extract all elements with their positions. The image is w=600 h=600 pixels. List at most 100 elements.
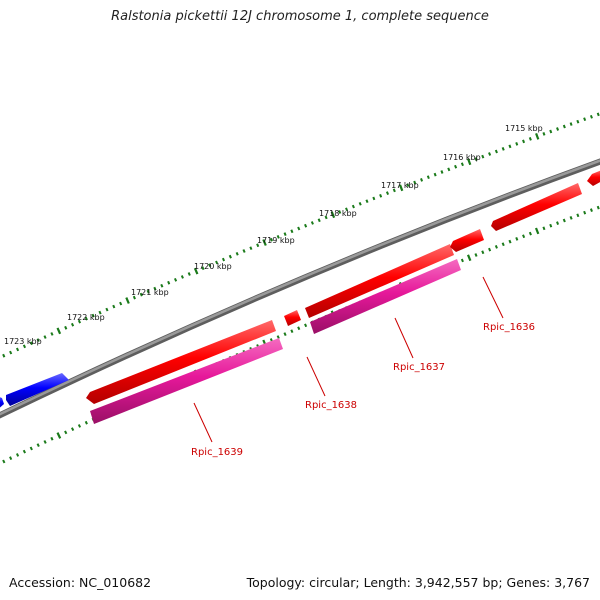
ruler-tick bbox=[583, 210, 587, 215]
ruler-tick bbox=[508, 144, 512, 149]
forward-genes bbox=[86, 170, 600, 404]
ruler-tick bbox=[583, 117, 587, 122]
forward-gene-arrow[interactable] bbox=[450, 229, 484, 252]
ruler-tick bbox=[56, 432, 62, 439]
kbp-label-1716: 1716 kbp bbox=[443, 153, 481, 162]
cds-feature-rpic-1639[interactable] bbox=[90, 338, 283, 424]
ruler-tick bbox=[235, 252, 239, 256]
ruler-tick bbox=[84, 316, 88, 321]
ruler-tick bbox=[420, 178, 424, 182]
ruler-tick bbox=[242, 249, 246, 253]
ruler-tick bbox=[447, 167, 451, 172]
ruler-tick bbox=[304, 223, 308, 228]
ruler-tick bbox=[494, 245, 498, 249]
ruler-tick bbox=[153, 286, 157, 291]
forward-gene-arrow[interactable] bbox=[284, 310, 301, 326]
ruler-tick bbox=[160, 283, 164, 288]
ruler-tick bbox=[50, 332, 54, 336]
ruler-tick bbox=[433, 172, 437, 177]
ruler-tick bbox=[180, 275, 184, 279]
ruler-tick bbox=[351, 204, 355, 209]
ruler-tick bbox=[358, 202, 362, 206]
ruler-tick bbox=[501, 147, 505, 151]
ruler-tick bbox=[15, 347, 20, 352]
ruler-tick bbox=[494, 149, 498, 154]
ruler-tick bbox=[488, 152, 492, 156]
ruler-tick bbox=[508, 239, 512, 244]
ruler-tick bbox=[167, 280, 171, 285]
ruler-tick bbox=[228, 254, 232, 259]
ruler-tick bbox=[119, 301, 123, 306]
ruler-tick bbox=[283, 332, 287, 336]
cds-feature-rpic-1637[interactable] bbox=[310, 259, 461, 334]
ruler-tick bbox=[474, 253, 478, 257]
ruler-tick bbox=[317, 218, 321, 223]
ruler-tick bbox=[596, 112, 600, 117]
ruler-tick bbox=[269, 237, 273, 242]
ruler-tick bbox=[549, 129, 553, 134]
ruler-tick bbox=[297, 326, 301, 331]
forward-gene-arrow[interactable] bbox=[491, 183, 582, 231]
map-title: Ralstonia pickettii 12J chromosome 1, co… bbox=[111, 9, 489, 24]
ruler-tick bbox=[132, 295, 136, 300]
ruler-tick bbox=[56, 327, 62, 335]
inner-ruler-ticks bbox=[2, 205, 600, 464]
reverse-genes bbox=[0, 373, 69, 408]
accession-text: Accession: NC_010682 bbox=[9, 575, 152, 590]
ruler-tick bbox=[276, 235, 280, 239]
ruler-tick bbox=[466, 254, 472, 262]
ruler-tick bbox=[515, 237, 519, 241]
gene-label-rpic-1636: Rpic_1636 bbox=[483, 322, 535, 333]
gene-label-rpic-1638: Rpic_1638 bbox=[305, 400, 357, 411]
ruler-tick bbox=[15, 453, 20, 457]
ruler-tick bbox=[589, 208, 593, 212]
leader-line-rpic-1638 bbox=[306, 356, 326, 397]
leader-line-rpic-1636 bbox=[482, 276, 504, 319]
ruler-tick bbox=[256, 243, 260, 248]
ruler-tick bbox=[460, 258, 464, 263]
ruler-tick bbox=[440, 170, 444, 174]
ruler-tick bbox=[70, 427, 75, 432]
ruler-tick bbox=[173, 277, 178, 282]
kbp-label-1717: 1717 kbp bbox=[381, 181, 419, 190]
ruler-tick bbox=[70, 322, 75, 327]
ruler-tick bbox=[283, 232, 287, 236]
ruler-tick bbox=[522, 139, 526, 144]
ruler-tick bbox=[22, 449, 27, 454]
ruler-tick bbox=[324, 215, 328, 220]
ruler-tick bbox=[454, 164, 458, 169]
ruler-tick bbox=[201, 266, 205, 271]
ruler-tick bbox=[84, 420, 88, 425]
ruler-tick bbox=[534, 227, 540, 235]
forward-gene-arrow[interactable] bbox=[86, 320, 276, 404]
forward-gene-arrow[interactable] bbox=[305, 244, 454, 318]
forward-gene-arrow[interactable] bbox=[587, 170, 600, 186]
ruler-tick bbox=[43, 335, 47, 339]
ruler-tick bbox=[596, 205, 600, 210]
ruler-tick bbox=[528, 231, 532, 236]
cds-features bbox=[90, 259, 461, 424]
ruler-tick bbox=[379, 193, 383, 198]
ruler-tick bbox=[50, 436, 54, 441]
ruler-tick bbox=[276, 335, 280, 339]
ruler-tick bbox=[338, 210, 342, 214]
ruler-tick bbox=[9, 456, 13, 461]
ruler-tick bbox=[474, 157, 478, 161]
ruler-tick bbox=[297, 226, 301, 231]
ruler-tick bbox=[576, 119, 580, 124]
outer-ruler-ticks bbox=[2, 112, 600, 358]
ruler-tick bbox=[9, 350, 13, 355]
gene-label-rpic-1639: Rpic_1639 bbox=[191, 447, 243, 458]
ruler-tick bbox=[372, 196, 376, 201]
ruler-tick bbox=[139, 292, 143, 297]
ruler-tick bbox=[330, 211, 336, 219]
leader-line-rpic-1639 bbox=[193, 402, 213, 443]
ruler-tick bbox=[91, 313, 95, 318]
gene-label-rpic-1637: Rpic_1637 bbox=[393, 362, 445, 373]
ruler-tick bbox=[112, 304, 116, 309]
ruler-tick bbox=[125, 297, 130, 304]
ruler-tick bbox=[29, 446, 33, 451]
ruler-tick bbox=[2, 459, 6, 464]
ruler-tick bbox=[569, 122, 573, 126]
